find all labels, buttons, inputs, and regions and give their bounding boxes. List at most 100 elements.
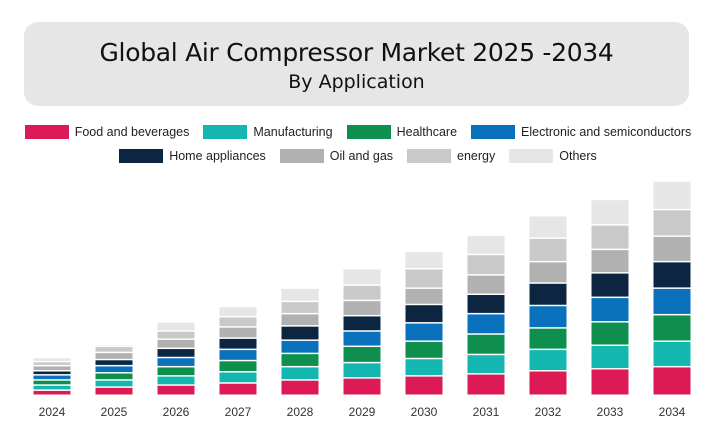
- bar-segment-2025-others: [95, 345, 133, 346]
- bar-segment-2031-energy: [467, 255, 505, 275]
- bar-segment-2030-energy: [405, 269, 443, 288]
- title-banner: Global Air Compressor Market 2025 -2034 …: [24, 22, 689, 106]
- x-tick-label-2032: 2032: [535, 405, 562, 419]
- legend-item-home-appliances: Home appliances: [119, 149, 266, 163]
- legend-row-1: Food and beverages Manufacturing Healthc…: [0, 125, 716, 139]
- bar-segment-2029-electronic-and-semiconductors: [343, 331, 381, 346]
- bar-segment-2033-home-appliances: [591, 273, 629, 297]
- x-tick-label-2028: 2028: [287, 405, 314, 419]
- legend-item-healthcare: Healthcare: [346, 125, 458, 139]
- bar-segment-2028-healthcare: [281, 354, 319, 366]
- bar-segment-2032-healthcare: [529, 328, 567, 349]
- bar-segment-2026-oil-and-gas: [157, 339, 195, 348]
- x-tick-label-2031: 2031: [473, 405, 500, 419]
- legend-item-food-and-beverages: Food and beverages: [24, 125, 190, 139]
- x-tick-label-2026: 2026: [163, 405, 190, 419]
- bar-segment-2029-healthcare: [343, 347, 381, 362]
- legend-swatch-home-appliances: [119, 149, 164, 163]
- bar-segment-2027-oil-and-gas: [219, 327, 257, 338]
- legend-label-healthcare: Healthcare: [396, 125, 458, 139]
- bar-segment-2033-oil-and-gas: [591, 250, 629, 273]
- bar-segment-2031-manufacturing: [467, 355, 505, 374]
- bar-segment-2027-energy: [219, 317, 257, 327]
- bar-segment-2034-electronic-and-semiconductors: [653, 288, 691, 314]
- x-tick-label-2030: 2030: [411, 405, 438, 419]
- bar-segment-2026-manufacturing: [157, 376, 195, 385]
- x-tick-label-2029: 2029: [349, 405, 376, 419]
- bar-segment-2027-home-appliances: [219, 338, 257, 349]
- bar-segment-2029-others: [343, 269, 381, 285]
- bar-segment-2029-manufacturing: [343, 363, 381, 378]
- legend-swatch-oil-and-gas: [279, 149, 324, 163]
- bar-segment-2027-food-and-beverages: [219, 383, 257, 395]
- bar-segment-2025-manufacturing: [95, 380, 133, 387]
- bar-segment-2027-others: [219, 307, 257, 316]
- bar-segment-2026-energy: [157, 331, 195, 339]
- bar-segment-2024-home-appliances: [33, 371, 71, 375]
- legend-item-oil-and-gas: Oil and gas: [279, 149, 394, 163]
- chart-subtitle: By Application: [288, 71, 425, 93]
- bar-segment-2032-electronic-and-semiconductors: [529, 306, 567, 328]
- legend-swatch-energy: [407, 149, 452, 163]
- legend-swatch-electronic-and-semiconductors: [471, 125, 516, 139]
- bar-segment-2031-electronic-and-semiconductors: [467, 314, 505, 334]
- bar-segment-2029-food-and-beverages: [343, 378, 381, 395]
- bar-segment-2024-others: [33, 358, 71, 361]
- bar-segment-2031-food-and-beverages: [467, 374, 505, 395]
- bar-segment-2033-energy: [591, 225, 629, 249]
- bar-segment-2026-others: [157, 322, 195, 331]
- bar-segment-2029-home-appliances: [343, 316, 381, 331]
- x-tick-label-2027: 2027: [225, 405, 252, 419]
- bar-segment-2030-electronic-and-semiconductors: [405, 323, 443, 341]
- bar-segment-2033-electronic-and-semiconductors: [591, 298, 629, 322]
- bar-segment-2034-healthcare: [653, 315, 691, 341]
- bar-segment-2027-electronic-and-semiconductors: [219, 350, 257, 360]
- bar-segment-2028-others: [281, 288, 319, 301]
- bar-segment-2025-oil-and-gas: [95, 353, 133, 359]
- bar-segment-2034-manufacturing: [653, 341, 691, 366]
- bar-segment-2030-healthcare: [405, 341, 443, 358]
- bar-segment-2028-energy: [281, 302, 319, 313]
- bar-segment-2024-manufacturing: [33, 385, 71, 390]
- bar-segment-2024-electronic-and-semiconductors: [33, 375, 71, 380]
- x-tick-label-2025: 2025: [101, 405, 128, 419]
- x-tick-label-2024: 2024: [39, 405, 66, 419]
- bar-segment-2031-others: [467, 235, 505, 254]
- bar-segment-2024-oil-and-gas: [33, 366, 71, 371]
- bar-segment-2030-food-and-beverages: [405, 376, 443, 395]
- bar-segment-2027-healthcare: [219, 361, 257, 372]
- bar-segment-2024-energy: [33, 362, 71, 365]
- legend-label-energy: energy: [457, 149, 496, 163]
- bar-segment-2034-energy: [653, 210, 691, 236]
- chart-title: Global Air Compressor Market 2025 -2034: [99, 38, 614, 67]
- legend-label-food-and-beverages: Food and beverages: [74, 125, 190, 139]
- bar-segment-2032-energy: [529, 238, 567, 261]
- bar-segment-2029-energy: [343, 285, 381, 300]
- bar-segment-2034-oil-and-gas: [653, 236, 691, 261]
- bar-segment-2033-others: [591, 200, 629, 225]
- bar-segment-2028-food-and-beverages: [281, 380, 319, 395]
- bar-segment-2028-manufacturing: [281, 367, 319, 380]
- legend-label-electronic-and-semiconductors: Electronic and semiconductors: [521, 125, 692, 139]
- bar-segment-2030-others: [405, 252, 443, 269]
- bar-segment-2034-food-and-beverages: [653, 367, 691, 395]
- bar-segment-2032-oil-and-gas: [529, 262, 567, 283]
- bar-segment-2025-home-appliances: [95, 360, 133, 365]
- bar-segment-2030-oil-and-gas: [405, 288, 443, 304]
- bar-segment-2028-home-appliances: [281, 326, 319, 340]
- bar-segment-2026-healthcare: [157, 367, 195, 376]
- bar-segment-2025-energy: [95, 347, 133, 352]
- x-tick-label-2033: 2033: [597, 405, 624, 419]
- legend-label-manufacturing: Manufacturing: [253, 125, 333, 139]
- bar-segment-2026-food-and-beverages: [157, 385, 195, 395]
- legend-item-manufacturing: Manufacturing: [203, 125, 333, 139]
- bar-segment-2024-food-and-beverages: [33, 390, 71, 395]
- bar-segment-2032-others: [529, 216, 567, 238]
- bar-segment-2033-manufacturing: [591, 346, 629, 368]
- legend-label-oil-and-gas: Oil and gas: [329, 149, 394, 163]
- legend-swatch-food-and-beverages: [24, 125, 69, 139]
- bar-segment-2029-oil-and-gas: [343, 301, 381, 315]
- legend-swatch-healthcare: [346, 125, 391, 139]
- bar-segment-2032-home-appliances: [529, 283, 567, 305]
- bar-segment-2032-manufacturing: [529, 350, 567, 371]
